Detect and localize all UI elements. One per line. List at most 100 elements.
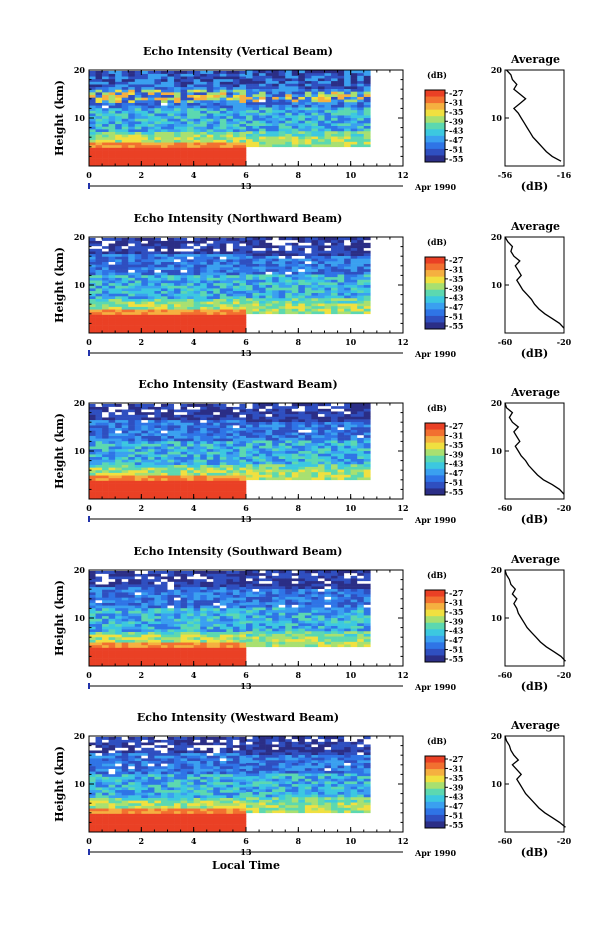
heatmap-cell (148, 301, 155, 304)
heatmap-cell (161, 124, 168, 127)
profile-y-tick-label: 10 (491, 113, 503, 123)
heatmap-cell (338, 110, 345, 113)
heatmap-cell (181, 262, 188, 265)
heatmap-cell (148, 137, 155, 140)
heatmap-cell (194, 470, 201, 473)
heatmap-cell (181, 126, 188, 129)
heatmap-cell (233, 325, 240, 328)
heatmap-cell (141, 113, 148, 116)
heatmap-cell (220, 315, 227, 318)
heatmap-cell (351, 453, 358, 456)
heatmap-cell (351, 279, 358, 282)
heatmap-cell (213, 158, 220, 161)
heatmap-cell (246, 245, 253, 248)
heatmap-cell (168, 322, 175, 325)
heatmap-cell (168, 420, 175, 423)
heatmap-cell (279, 115, 286, 118)
heatmap-cell (200, 243, 207, 246)
heatmap-cell (102, 92, 109, 95)
heatmap-cell (338, 272, 345, 275)
heatmap-cell (128, 451, 135, 454)
heatmap-cell (128, 640, 135, 643)
heatmap-cell (102, 243, 109, 246)
heatmap-cell (128, 629, 135, 632)
heatmap-cell (128, 267, 135, 270)
heatmap-cell (253, 438, 260, 441)
heatmap-cell (148, 74, 155, 77)
heatmap-cell (338, 306, 345, 309)
heatmap-cell (109, 632, 116, 635)
heatmap-cell (298, 451, 305, 454)
heatmap-cell (305, 472, 312, 475)
heatmap-cell (161, 278, 168, 281)
heatmap-cell (253, 81, 260, 84)
heatmap-cell (338, 477, 345, 480)
heatmap-cell (135, 621, 142, 624)
heatmap-cell (207, 92, 214, 95)
heatmap-cell (148, 161, 155, 164)
heatmap-cell (148, 95, 155, 98)
heatmap-cell (168, 459, 175, 462)
heatmap-cell (148, 436, 155, 439)
heatmap-cell (135, 626, 142, 629)
heatmap-cell (89, 624, 96, 627)
heatmap-cell (96, 648, 103, 651)
heatmap-cell (331, 409, 338, 412)
heatmap-cell (102, 285, 109, 288)
heatmap-cell (187, 95, 194, 98)
heatmap-cell (102, 241, 109, 244)
heatmap-cell (220, 79, 227, 82)
heatmap-cells (89, 403, 371, 499)
heatmap-cell (357, 461, 364, 464)
heatmap-cell (200, 409, 207, 412)
heatmap-cell (109, 574, 116, 577)
heatmap-cell (266, 131, 273, 134)
heatmap-cell (364, 301, 371, 304)
heatmap-cell (318, 456, 325, 459)
heatmap-cell (220, 288, 227, 291)
heatmap-cell (122, 309, 129, 312)
heatmap-cell (272, 279, 279, 282)
heatmap-cell (239, 296, 246, 299)
heatmap-cell (246, 266, 253, 269)
heatmap-cell (168, 116, 175, 119)
heatmap-cell (351, 264, 358, 267)
heatmap-cell (135, 320, 142, 323)
heatmap-cell (311, 432, 318, 435)
heatmap-cell (161, 465, 168, 468)
heatmap-cell (272, 422, 279, 425)
heatmap-cell (357, 403, 364, 406)
heatmap-cell (253, 91, 260, 94)
heatmap-cell (207, 407, 214, 410)
heatmap-cell (148, 283, 155, 286)
heatmap-cell (141, 459, 148, 462)
heatmap-cell (102, 137, 109, 140)
heatmap-cell (135, 317, 142, 320)
heatmap-cell (174, 441, 181, 444)
heatmap-cell (266, 83, 273, 86)
heatmap-cell (357, 419, 364, 422)
heatmap-cell (305, 293, 312, 296)
heatmap-cell (292, 427, 299, 430)
heatmap-cell (102, 404, 109, 407)
heatmap-cell (213, 481, 220, 484)
heatmap-cell (102, 425, 109, 428)
heatmap-cell (148, 296, 155, 299)
heatmap-cell (311, 115, 318, 118)
heatmap-cell (213, 103, 220, 106)
heatmap-cell (318, 94, 325, 97)
heatmap-cell (168, 473, 175, 476)
heatmap-cell (311, 406, 318, 409)
heatmap-cell (351, 83, 358, 86)
heatmap-cell (253, 445, 260, 448)
heatmap-cell (148, 291, 155, 294)
heatmap-cell (109, 116, 116, 119)
heatmap-cell (246, 70, 253, 73)
heatmap-cell (109, 299, 116, 302)
heatmap-cell (272, 443, 279, 446)
heatmap-cell (200, 89, 207, 92)
heatmap-cell (298, 134, 305, 137)
heatmap-cell (148, 153, 155, 156)
heatmap-cell (226, 262, 233, 265)
heatmap-cell (89, 124, 96, 127)
